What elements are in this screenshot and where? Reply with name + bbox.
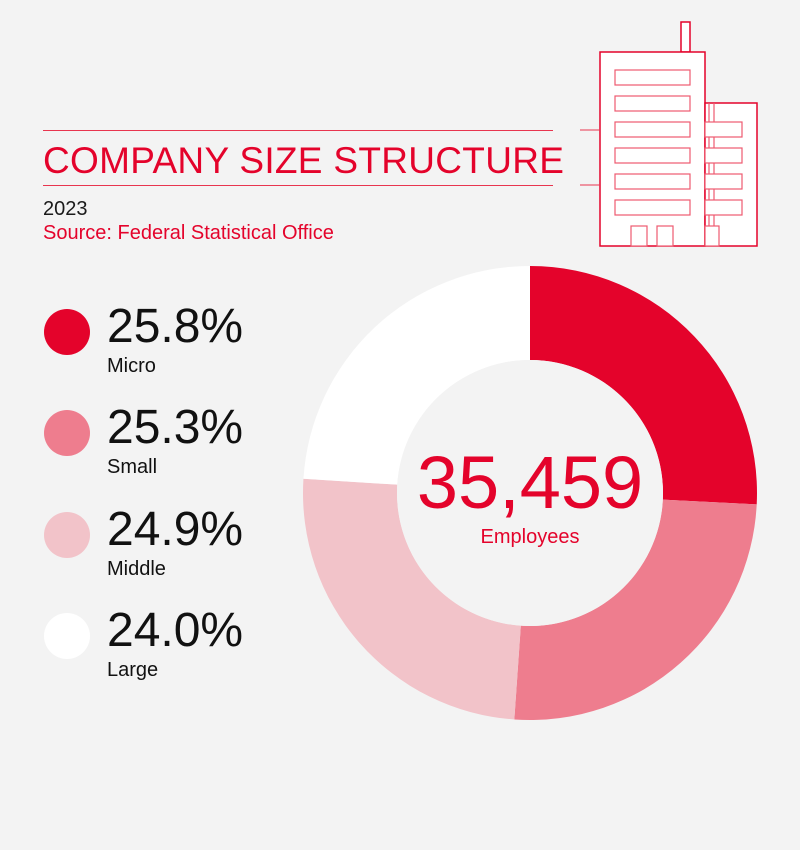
legend-swatch-small — [44, 410, 90, 456]
legend-value: 25.8% — [107, 300, 244, 353]
legend-swatch-micro — [44, 309, 90, 355]
legend-value: 25.3% — [107, 401, 244, 454]
legend-swatch-middle — [44, 512, 90, 558]
center-label: Employees — [480, 526, 580, 548]
legend-swatch-large — [44, 613, 90, 659]
page-title: COMPANY SIZE STRUCTURE — [43, 140, 565, 181]
source-label: Source: Federal Statistical Office — [43, 222, 334, 244]
donut-slice-micro — [530, 266, 757, 505]
year-label: 2023 — [43, 198, 88, 220]
legend-label: Middle — [107, 558, 166, 580]
legend-label: Small — [107, 456, 158, 478]
legend-label: Micro — [107, 355, 156, 377]
center-value: 35,459 — [416, 441, 644, 524]
legend-value: 24.9% — [107, 503, 244, 556]
donut-slice-large — [303, 266, 530, 485]
donut-hole — [397, 360, 663, 626]
title-rule-bottom — [43, 185, 553, 186]
title-rule-top — [43, 130, 553, 131]
donut-slice-small — [514, 499, 757, 720]
donut-slice-middle — [303, 478, 521, 720]
legend-value: 24.0% — [107, 604, 244, 657]
legend-label: Large — [107, 659, 159, 681]
office-building-icon — [580, 21, 758, 247]
